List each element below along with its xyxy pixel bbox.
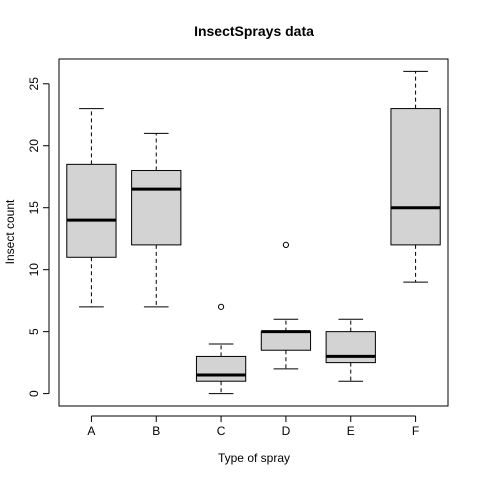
y-tick-label: 0 — [27, 390, 41, 397]
box-D — [260, 241, 312, 370]
box-iqr — [131, 170, 182, 246]
y-tick-label: 5 — [27, 328, 41, 335]
chart-title: InsectSprays data — [194, 23, 314, 39]
outlier-point — [217, 303, 225, 310]
box-iqr — [195, 355, 247, 382]
x-axis: A B C D E F — [87, 415, 419, 438]
box-A — [66, 108, 117, 308]
box-B — [131, 132, 182, 308]
plot-frame — [58, 58, 449, 407]
box-iqr — [390, 108, 441, 246]
x-tick-label: A — [87, 424, 95, 438]
x-tick-label: D — [282, 424, 291, 438]
y-tick-label: 10 — [27, 263, 41, 277]
y-tick-label: 20 — [27, 139, 41, 153]
box-C — [195, 303, 247, 395]
y-axis: 0 5 10 15 20 25 — [27, 77, 50, 397]
x-tick-label: F — [412, 424, 419, 438]
box-iqr — [66, 163, 117, 258]
outlier-point — [282, 241, 290, 248]
box-F — [390, 70, 441, 283]
y-axis-label: Insect count — [3, 199, 17, 264]
boxes — [66, 70, 441, 395]
box-iqr — [325, 331, 376, 364]
y-tick-label: 25 — [27, 77, 41, 91]
box-E — [325, 318, 376, 382]
x-axis-label: Type of spray — [218, 451, 290, 465]
x-tick-label: B — [152, 424, 160, 438]
x-tick-label: C — [217, 424, 226, 438]
y-tick-label: 15 — [27, 201, 41, 215]
x-tick-label: E — [347, 424, 355, 438]
box-iqr — [260, 331, 312, 351]
